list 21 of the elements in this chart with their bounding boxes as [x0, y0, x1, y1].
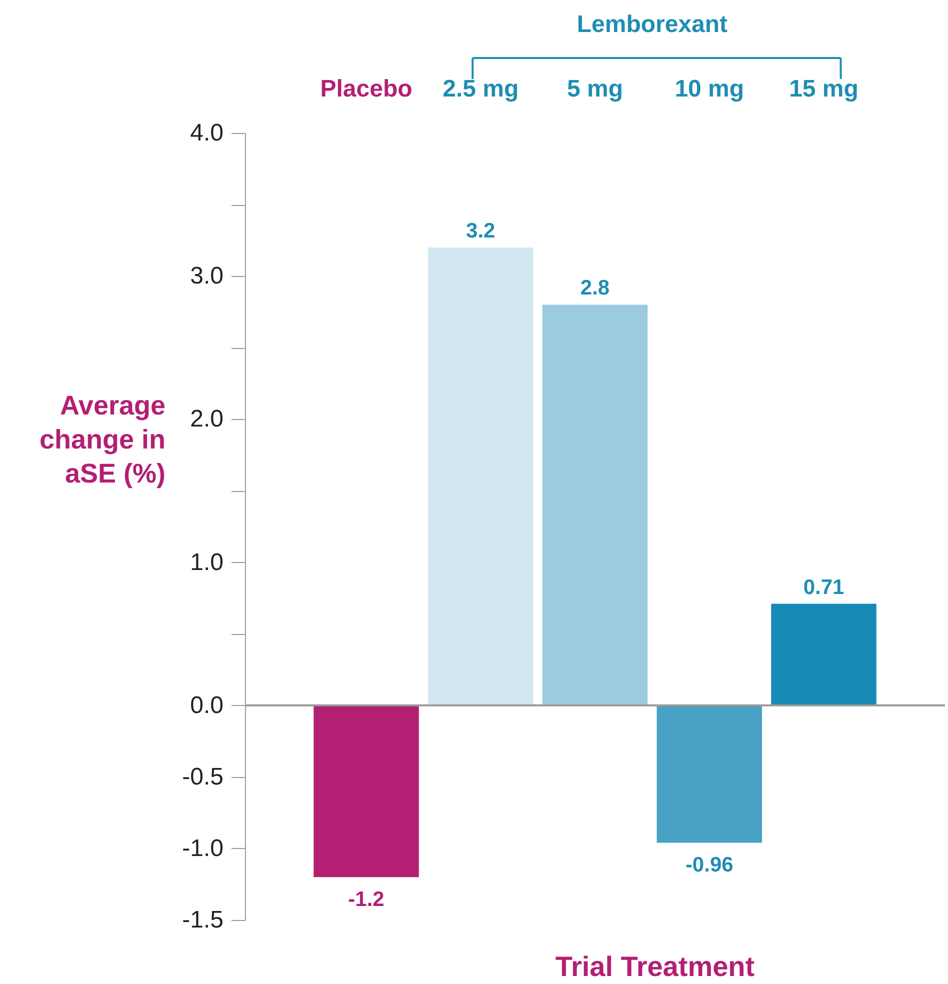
- x-tick-label: 5 mg: [566, 76, 624, 102]
- x-tick-label: 10 mg: [674, 76, 744, 102]
- y-tick-label: 3.0: [190, 262, 224, 290]
- y-tick-label: 1.0: [190, 548, 224, 576]
- x-axis-title: Trial Treatment: [555, 951, 755, 982]
- data-label: 0.71: [803, 576, 845, 599]
- data-label: -1.2: [348, 888, 384, 912]
- y-tick-label: -1.0: [182, 834, 224, 862]
- text: Lemborexant: [576, 11, 728, 38]
- data-label: -0.96: [685, 854, 734, 877]
- data-label: 3.2: [466, 219, 496, 242]
- y-tick-label: -1.5: [182, 906, 224, 934]
- y-tick-label: -0.5: [182, 763, 224, 790]
- y-tick-label: 0.0: [190, 692, 224, 719]
- y-axis-title: Average change in aSE (%): [39, 390, 166, 488]
- y-tick-label: 2.0: [190, 406, 224, 433]
- data-label: 2.8: [580, 276, 610, 300]
- x-tick-label: Placebo: [320, 76, 412, 102]
- x-tick-label: 2.5 mg: [442, 76, 519, 102]
- y-tick-label: 4.0: [190, 120, 224, 146]
- x-tick-label: 15 mg: [789, 76, 858, 102]
